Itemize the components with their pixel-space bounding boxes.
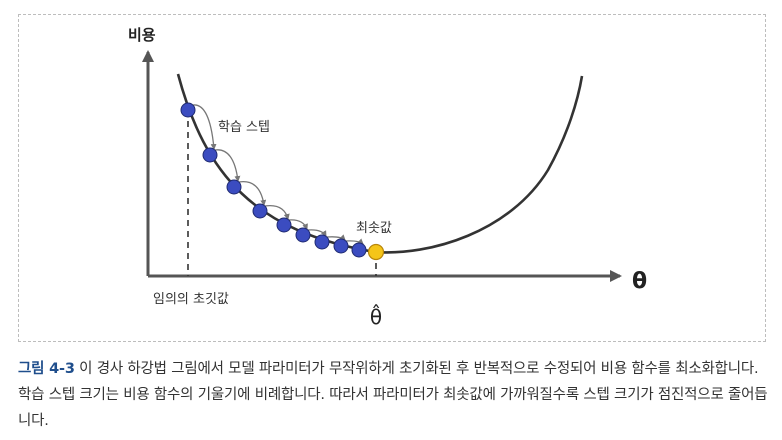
minimum-label: 최솟값: [356, 221, 392, 236]
step-point: [252, 203, 268, 219]
step-arrow: [238, 181, 267, 206]
minimum-point: [367, 243, 385, 261]
step-point: [351, 242, 367, 258]
step-arrow: [307, 229, 327, 237]
step-point: [202, 147, 218, 163]
step-arrow: [214, 149, 241, 182]
step-point: [333, 238, 349, 254]
step-label: 학습 스텝: [218, 120, 270, 135]
y-axis-label: 비용: [128, 26, 156, 44]
step-point: [180, 102, 196, 118]
step-point: [226, 179, 242, 195]
figure-number: 그림 4-3: [18, 361, 75, 377]
x-axis-label: θ: [632, 269, 647, 294]
figure-caption: 그림 4-3 이 경사 하강법 그림에서 모델 파라미터가 무작위하게 초기화된…: [18, 356, 770, 434]
cost-curve: [176, 73, 584, 254]
step-point: [276, 217, 292, 233]
initial-value-label: 임의의 초깃값: [153, 292, 229, 307]
caption-text: 이 경사 하강법 그림에서 모델 파라미터가 무작위하게 초기화된 후 반복적으…: [18, 361, 768, 429]
step-point: [295, 227, 311, 243]
theta-hat-label: θ̂: [370, 304, 382, 329]
step-point: [314, 234, 330, 250]
figure-frame: [18, 14, 766, 342]
step-arrow: [288, 219, 308, 230]
step-arrow: [264, 204, 290, 220]
step-arrow: [192, 104, 217, 150]
